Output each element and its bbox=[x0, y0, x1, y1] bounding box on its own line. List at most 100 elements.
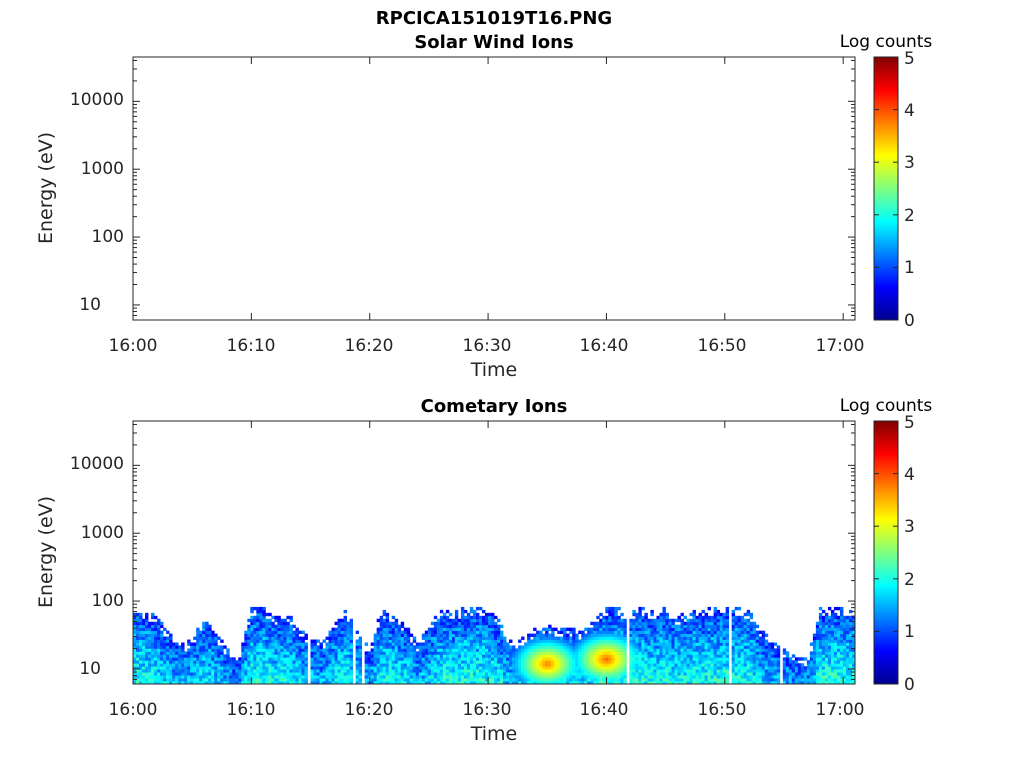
spectrogram-cell bbox=[638, 615, 642, 620]
spectrogram-cell bbox=[497, 663, 501, 667]
spectrogram-cell bbox=[271, 615, 275, 620]
spectrogram-cell bbox=[268, 672, 272, 676]
spectrogram-cell bbox=[316, 660, 320, 664]
spectrogram-cell bbox=[767, 669, 772, 673]
spectrogram-cell bbox=[629, 621, 633, 626]
spectrogram-cell bbox=[205, 666, 209, 670]
spectrogram-cell bbox=[707, 648, 711, 652]
spectrogram-cell bbox=[620, 654, 624, 658]
spectrogram-cell bbox=[662, 633, 666, 637]
spectrogram-cell bbox=[310, 642, 314, 646]
spectrogram-cell bbox=[190, 654, 194, 658]
spectrogram-cell bbox=[271, 621, 275, 626]
spectrogram-cell bbox=[731, 660, 736, 664]
spectrogram-cell bbox=[346, 630, 350, 634]
spectrogram-cell bbox=[397, 663, 402, 667]
spectrogram-cell bbox=[490, 666, 495, 670]
spectrogram-cell bbox=[644, 681, 648, 684]
spectrogram-cell bbox=[827, 681, 832, 684]
spectrogram-cell bbox=[490, 621, 495, 626]
spectrogram-cell bbox=[142, 630, 146, 634]
spectrogram-cell bbox=[460, 657, 465, 661]
spectrogram-cell bbox=[358, 657, 363, 661]
spectrogram-cell bbox=[824, 651, 829, 655]
spectrogram-cell bbox=[250, 615, 254, 620]
spectrogram-cell bbox=[662, 606, 666, 611]
spectrogram-cell bbox=[472, 642, 477, 646]
spectrogram-cell bbox=[328, 633, 332, 637]
spectrogram-cell bbox=[373, 642, 378, 646]
spectrogram-cell bbox=[851, 636, 855, 640]
spectrogram-cell bbox=[548, 642, 552, 646]
spectrogram-cell bbox=[848, 639, 853, 643]
spectrogram-cell bbox=[674, 648, 678, 652]
spectrogram-cell bbox=[671, 675, 675, 679]
spectrogram-cell bbox=[412, 645, 417, 649]
spectrogram-cell bbox=[355, 678, 360, 682]
spectrogram-cell bbox=[148, 627, 152, 632]
spectrogram-cell bbox=[656, 639, 660, 643]
spectrogram-cell bbox=[725, 639, 730, 643]
spectrogram-cell bbox=[686, 621, 690, 626]
spectrogram-cell bbox=[334, 663, 338, 667]
spectrogram-cell bbox=[160, 621, 164, 626]
spectrogram-cell bbox=[460, 666, 465, 670]
spectrogram-cell bbox=[445, 609, 450, 614]
spectrogram-cell bbox=[271, 636, 275, 640]
spectrogram-cell bbox=[839, 669, 844, 673]
spectrogram-cell bbox=[349, 633, 354, 637]
spectrogram-cell bbox=[692, 660, 696, 664]
spectrogram-cell bbox=[740, 660, 745, 664]
spectrogram-cell bbox=[145, 681, 149, 684]
spectrogram-cell bbox=[530, 678, 534, 682]
spectrogram-cell bbox=[545, 645, 549, 649]
spectrogram-cell bbox=[806, 660, 811, 664]
spectrogram-cell bbox=[752, 681, 757, 684]
spectrogram-cell bbox=[497, 627, 501, 632]
spectrogram-cell bbox=[277, 672, 281, 676]
spectrogram-cell bbox=[274, 642, 278, 646]
spectrogram-cell bbox=[758, 675, 763, 679]
spectrogram-cell bbox=[689, 672, 693, 676]
spectrogram-cell bbox=[716, 681, 721, 684]
spectrogram-cell bbox=[578, 648, 582, 652]
spectrogram-cell bbox=[698, 630, 702, 634]
spectrogram-cell bbox=[478, 606, 483, 611]
spectrogram-cell bbox=[617, 624, 621, 629]
spectrogram-cell bbox=[265, 630, 269, 634]
spectrogram-cell bbox=[343, 624, 347, 629]
spectrogram-cell bbox=[484, 660, 489, 664]
spectrogram-cell bbox=[466, 675, 471, 679]
spectrogram-cell bbox=[848, 642, 853, 646]
spectrogram-cell bbox=[581, 633, 585, 637]
spectrogram-cell bbox=[343, 621, 347, 626]
spectrogram-cell bbox=[238, 657, 242, 661]
spectrogram-cell bbox=[833, 657, 838, 661]
spectrogram-cell bbox=[445, 660, 450, 664]
spectrogram-cell bbox=[617, 663, 621, 667]
spectrogram-cell bbox=[758, 678, 763, 682]
spectrogram-cell bbox=[554, 642, 558, 646]
spectrogram-cell bbox=[286, 669, 290, 673]
spectrogram-cell bbox=[494, 624, 498, 629]
spectrogram-cell bbox=[575, 648, 579, 652]
spectrogram-cell bbox=[788, 666, 793, 670]
spectrogram-cell bbox=[683, 672, 687, 676]
spectrogram-cell bbox=[572, 645, 576, 649]
spectrogram-cell bbox=[524, 678, 528, 682]
spectrogram-cell bbox=[839, 624, 844, 629]
spectrogram-cell bbox=[713, 681, 718, 684]
spectrogram-cell bbox=[166, 663, 170, 667]
spectrogram-cell bbox=[205, 675, 209, 679]
spectrogram-cell bbox=[256, 678, 260, 682]
spectrogram-cell bbox=[551, 678, 555, 682]
spectrogram-cell bbox=[833, 672, 838, 676]
colorbar-tick-marks bbox=[874, 420, 898, 685]
spectrogram-cell bbox=[839, 672, 844, 676]
spectrogram-cell bbox=[256, 663, 260, 667]
spectrogram-cell bbox=[268, 657, 272, 661]
spectrogram-cell bbox=[157, 669, 161, 673]
spectrogram-cell bbox=[448, 645, 453, 649]
spectrogram-cell bbox=[283, 627, 287, 632]
spectrogram-cell bbox=[370, 657, 375, 661]
